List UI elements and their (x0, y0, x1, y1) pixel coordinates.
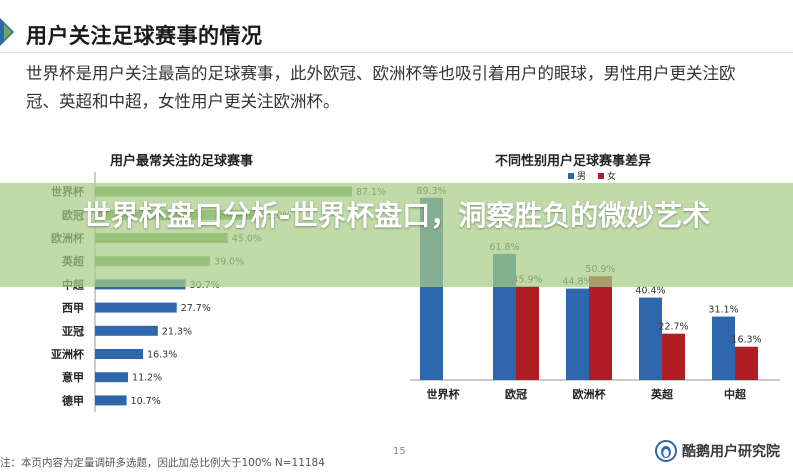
banner-headline: 世界杯盘口分析-世界杯盘口，洞察胜负的微妙艺术 (82, 199, 711, 232)
category-label-4: 中超 (724, 387, 747, 401)
value-label-6: 21.3% (162, 326, 192, 337)
value-label-8: 11.2% (132, 373, 162, 384)
brand-name: 酷鹅用户研究院 (682, 444, 780, 460)
legend-swatch-0 (568, 173, 574, 179)
category-label-5: 西甲 (62, 302, 84, 315)
value-label-5: 27.7% (181, 303, 211, 314)
left-chart-title: 用户最常关注的足球赛事 (110, 154, 254, 169)
bar-6 (95, 325, 158, 336)
bar-9 (95, 395, 127, 406)
brand-logo: 酷鹅用户研究院 (655, 440, 780, 462)
legend-swatch-1 (598, 173, 604, 179)
value-label-4-1: 16.3% (731, 335, 761, 346)
value-label-7: 16.3% (147, 350, 177, 361)
bar-1-1 (516, 286, 539, 380)
page-title: 用户关注足球赛事的情况 (26, 24, 263, 48)
bar-8 (95, 372, 129, 383)
category-label-1: 欧冠 (505, 387, 527, 401)
banner-overlay (0, 183, 793, 287)
legend-label-0: 男 (577, 171, 586, 182)
bar-3-0 (639, 297, 662, 380)
bar-4-0 (712, 316, 735, 380)
bar-5 (95, 302, 177, 313)
value-label-9: 10.7% (131, 396, 161, 407)
footnote: 注：本页内容为定量调研多选题，因此加总比例大于100% N=11184 (0, 457, 325, 469)
page-number: 15 (393, 446, 406, 457)
category-label-9: 德甲 (61, 393, 84, 407)
category-label-2: 欧洲杯 (573, 387, 607, 401)
bar-2-0 (566, 288, 589, 380)
bar-7 (95, 349, 144, 359)
penguin-logo-icon (655, 440, 677, 462)
category-label-8: 意甲 (62, 370, 84, 384)
intro-paragraph: 世界杯是用户关注最高的足球赛事，此外欧冠、欧洲杯等也吸引着用户的眼球，男性用户更… (26, 64, 736, 111)
right-chart-title: 不同性别用户足球赛事差异 (495, 154, 652, 169)
title-divider (0, 52, 793, 53)
bar-4-1 (735, 346, 758, 380)
bar-2-1 (589, 276, 612, 380)
category-label-7: 亚洲杯 (51, 347, 85, 361)
category-label-6: 亚冠 (62, 325, 84, 338)
category-label-3: 英超 (650, 387, 674, 401)
logo-arrow-icon (0, 18, 14, 46)
value-label-4-0: 31.1% (708, 305, 738, 316)
legend-label-1: 女 (607, 170, 616, 182)
bar-3-1 (662, 333, 685, 380)
value-label-3-0: 40.4% (635, 286, 665, 297)
category-label-0: 世界杯 (427, 387, 461, 401)
value-label-3-1: 22.7% (658, 322, 688, 333)
